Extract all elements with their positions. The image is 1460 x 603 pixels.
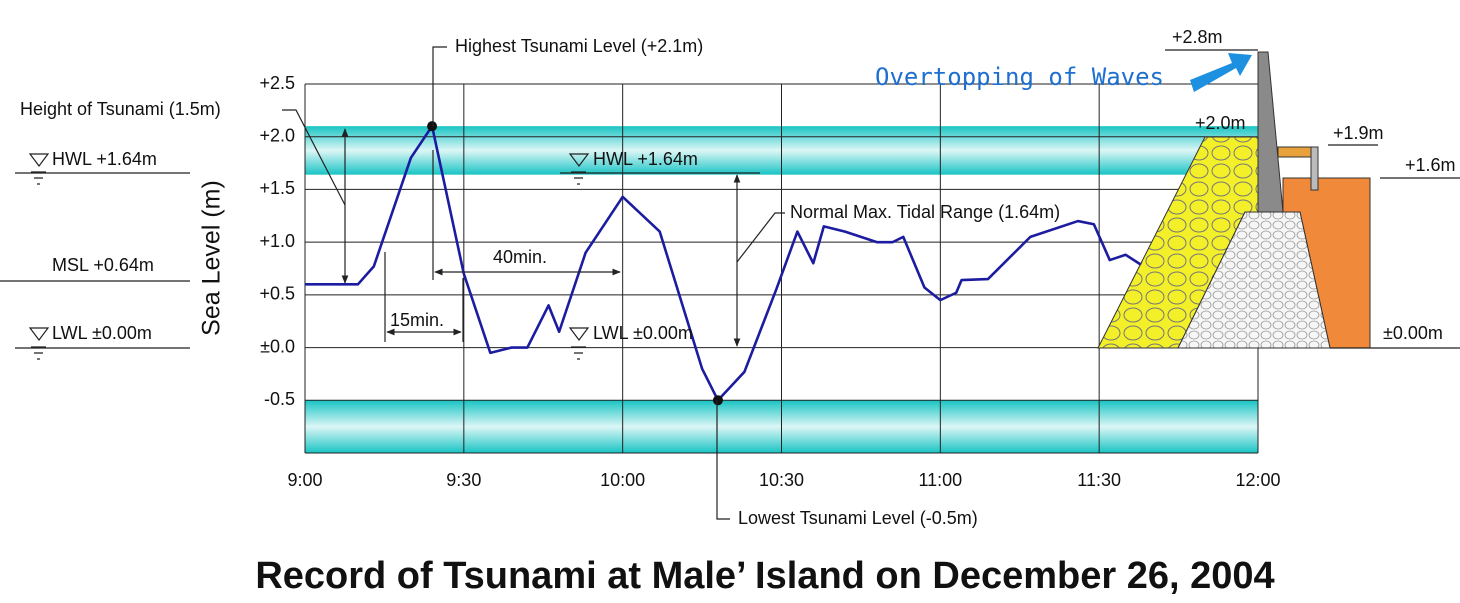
x-tick-label: 10:00 bbox=[600, 470, 645, 490]
water-symbol bbox=[28, 327, 50, 360]
x-tick-label: 12:00 bbox=[1235, 470, 1280, 490]
water-symbol bbox=[28, 153, 50, 185]
x-tick-label: 9:00 bbox=[287, 470, 322, 490]
annotation: Lowest Tsunami Level (-0.5m) bbox=[738, 508, 978, 528]
y-tick-label: ±0.0 bbox=[260, 336, 295, 356]
y-tick-label: +1.5 bbox=[259, 178, 295, 198]
annotation: +2.8m bbox=[1172, 27, 1223, 47]
x-tick-label: 10:30 bbox=[759, 470, 804, 490]
leader bbox=[282, 109, 346, 206]
y-tick-label: +0.5 bbox=[259, 284, 295, 304]
curb bbox=[1310, 146, 1319, 191]
leader bbox=[432, 46, 447, 127]
annotation: LWL ±0.00m bbox=[52, 323, 152, 343]
data-line bbox=[305, 124, 1254, 402]
leader bbox=[716, 400, 730, 520]
leader bbox=[736, 212, 785, 263]
overtopping-arrow bbox=[1190, 53, 1252, 92]
chart-title: Record of Tsunami at Male’ Island on Dec… bbox=[255, 555, 1274, 597]
x-tick-label: 11:00 bbox=[918, 470, 962, 490]
water-symbol bbox=[568, 153, 590, 185]
x-tick-label: 11:30 bbox=[1077, 470, 1121, 490]
rubble-core bbox=[1177, 211, 1331, 349]
annotation: +1.9m bbox=[1333, 123, 1384, 143]
annotation: HWL +1.64m bbox=[593, 149, 698, 169]
parapet-wall bbox=[1257, 51, 1284, 213]
y-tick-label: +1.0 bbox=[259, 231, 295, 251]
y-tick-label: +2.0 bbox=[259, 125, 295, 145]
annotation: Normal Max. Tidal Range (1.64m) bbox=[790, 202, 1060, 222]
x-tick-label: 9:30 bbox=[446, 470, 481, 490]
water-symbol bbox=[568, 327, 590, 360]
annotation: ±0.00m bbox=[1383, 323, 1443, 343]
annotation: +2.0m bbox=[1195, 113, 1246, 133]
annotation: HWL +1.64m bbox=[52, 149, 157, 169]
annotation: 40min. bbox=[493, 247, 547, 267]
y-tick-label: -0.5 bbox=[264, 389, 295, 409]
y-tick-label: +2.5 bbox=[259, 73, 295, 93]
annotation: Highest Tsunami Level (+2.1m) bbox=[455, 36, 703, 56]
annotation: Height of Tsunami (1.5m) bbox=[20, 99, 221, 119]
annotation: +1.6m bbox=[1405, 155, 1456, 175]
y-axis-label: Sea Level (m) bbox=[198, 180, 226, 336]
annotation: 15min. bbox=[390, 310, 444, 330]
extreme-point bbox=[427, 121, 438, 132]
annotation: Overtopping of Waves bbox=[875, 63, 1164, 91]
pavement bbox=[1277, 146, 1312, 158]
annotation: MSL +0.64m bbox=[52, 255, 154, 275]
extreme-point bbox=[712, 395, 723, 406]
annotation: LWL ±0.00m bbox=[593, 323, 693, 343]
